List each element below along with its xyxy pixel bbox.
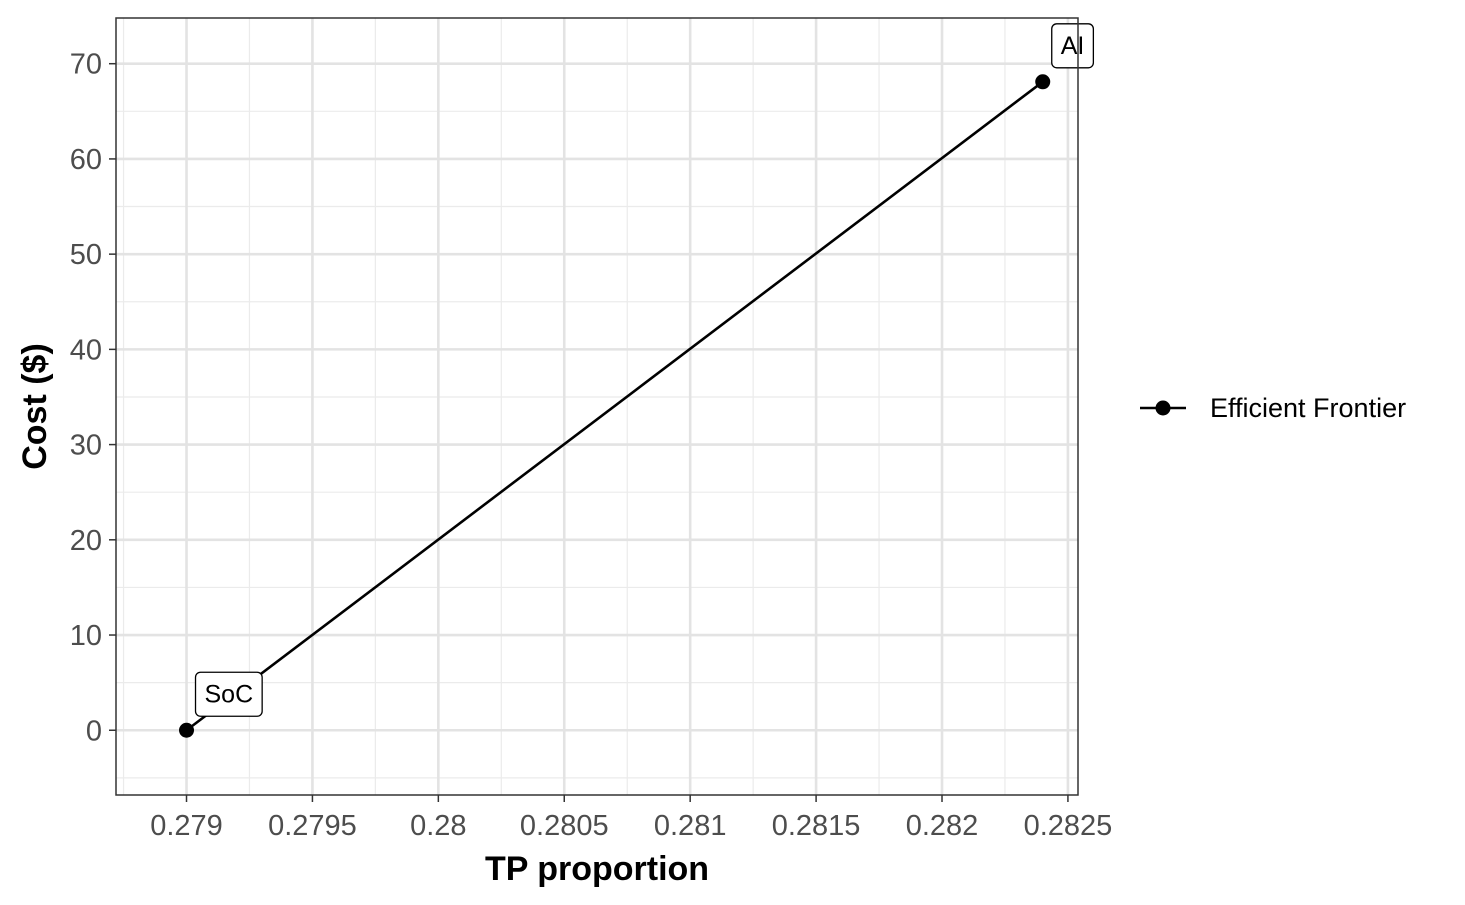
x-tick-label: 0.2815 (772, 810, 861, 842)
point-annotation-label: SoC (205, 680, 254, 708)
y-tick-label: 20 (70, 525, 102, 557)
x-tick-label: 0.2825 (1024, 810, 1113, 842)
x-tick-label: 0.279 (150, 810, 223, 842)
point-annotation-label: AI (1061, 32, 1085, 60)
minor-grid (116, 18, 1078, 795)
y-axis-title: Cost ($) (16, 343, 54, 470)
x-axis-title: TP proportion (485, 850, 709, 888)
major-grid (116, 18, 1078, 795)
y-tick-label: 10 (70, 620, 102, 652)
x-tick-label: 0.281 (654, 810, 727, 842)
y-tick-label: 50 (70, 239, 102, 271)
y-tick-label: 0 (86, 715, 102, 747)
legend-point (1155, 400, 1171, 416)
x-tick-label: 0.2805 (520, 810, 609, 842)
point-annotation: AI (1051, 23, 1095, 69)
y-tick-label: 30 (70, 430, 102, 462)
series-line (185, 80, 1044, 732)
x-tick-label: 0.28 (410, 810, 466, 842)
y-tick-label: 70 (70, 49, 102, 81)
legend-label: Efficient Frontier (1210, 393, 1406, 423)
point-annotation: SoC (194, 671, 263, 717)
point-annotation-box (1051, 23, 1095, 69)
x-tick-label: 0.282 (906, 810, 979, 842)
legend: Efficient Frontier (1140, 393, 1406, 423)
data-point (179, 722, 195, 738)
data-point (1035, 74, 1051, 90)
y-axis: 0 10 20 30 40 50 60 70 (70, 49, 116, 747)
series-layer: SoC AI (179, 23, 1095, 738)
point-annotation-box (194, 671, 263, 717)
plot-panel-border (115, 17, 1079, 796)
y-tick-label: 40 (70, 334, 102, 366)
x-tick-label: 0.2795 (268, 810, 357, 842)
y-tick-label: 60 (70, 144, 102, 176)
x-axis: 0.279 0.2795 0.28 0.2805 0.281 0.2815 0.282 0.2… (150, 795, 1112, 842)
